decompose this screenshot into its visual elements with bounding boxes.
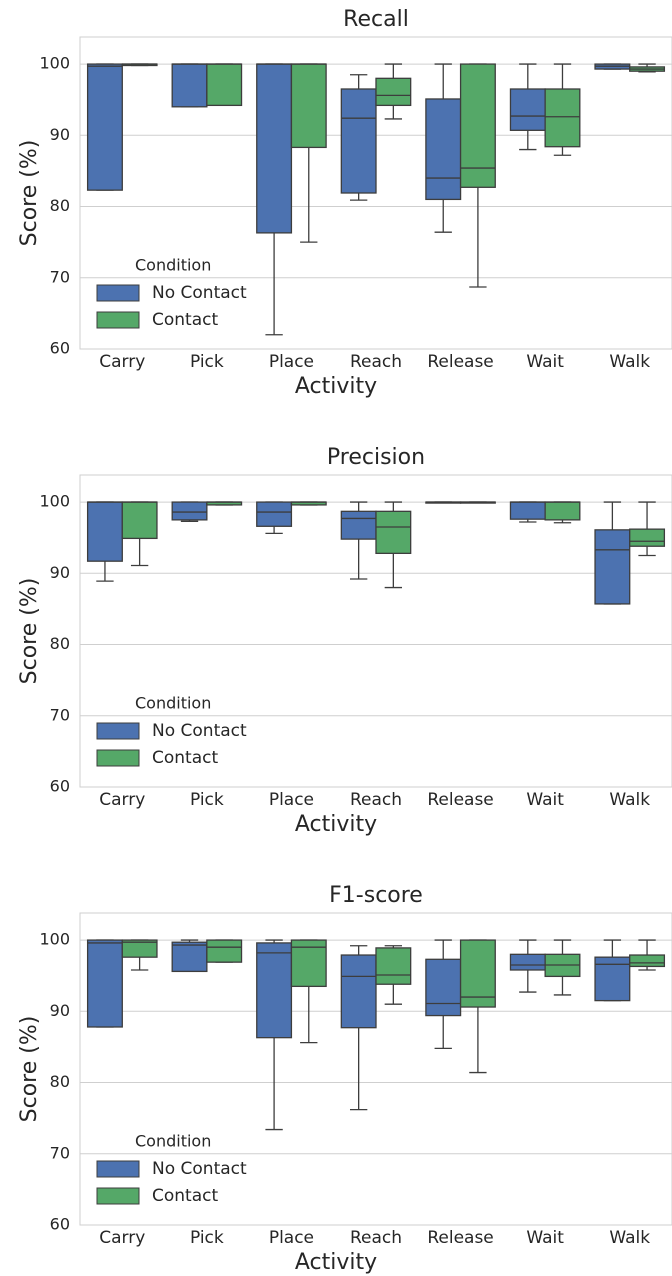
y-tick-label: 80 bbox=[50, 1072, 70, 1091]
y-tick-label: 60 bbox=[50, 1215, 70, 1234]
chart-title: F1-score bbox=[329, 883, 423, 908]
box bbox=[375, 510, 412, 555]
y-tick-label: 60 bbox=[50, 777, 70, 796]
x-tick-label: Pick bbox=[190, 352, 224, 372]
box bbox=[121, 939, 158, 958]
legend-label: Contact bbox=[152, 1186, 218, 1206]
legend-label: No Contact bbox=[152, 721, 247, 741]
box bbox=[425, 958, 462, 1017]
box bbox=[544, 88, 581, 148]
box bbox=[290, 63, 327, 149]
x-tick-label: Reach bbox=[350, 352, 402, 372]
axes-frame bbox=[79, 36, 672, 350]
legend-title: Condition bbox=[135, 256, 211, 275]
x-tick-label: Release bbox=[427, 1228, 493, 1248]
x-tick-label: Place bbox=[269, 352, 314, 372]
x-tick-label: Wait bbox=[526, 352, 564, 372]
box bbox=[256, 501, 293, 527]
axes-frame bbox=[79, 912, 672, 1226]
y-tick-label: 100 bbox=[39, 54, 70, 73]
box bbox=[544, 501, 581, 521]
box bbox=[375, 77, 412, 107]
axes-frame bbox=[79, 474, 672, 788]
legend-swatch bbox=[96, 311, 140, 329]
x-axis-label: Activity bbox=[295, 812, 377, 837]
box bbox=[171, 63, 208, 108]
box bbox=[629, 954, 666, 968]
box bbox=[509, 501, 546, 520]
box bbox=[459, 939, 496, 1008]
box bbox=[256, 63, 293, 234]
box bbox=[256, 942, 293, 1039]
y-tick-label: 100 bbox=[39, 492, 70, 511]
y-tick-label: 80 bbox=[50, 196, 70, 215]
x-tick-label: Walk bbox=[609, 1228, 650, 1248]
y-tick-label: 100 bbox=[39, 930, 70, 949]
legend-swatch bbox=[96, 1160, 140, 1178]
y-axis-label: Score (%) bbox=[17, 140, 42, 247]
box bbox=[340, 954, 377, 1029]
x-tick-label: Reach bbox=[350, 1228, 402, 1248]
legend-title: Condition bbox=[135, 694, 211, 713]
y-tick-label: 60 bbox=[50, 339, 70, 358]
legend-swatch bbox=[96, 284, 140, 302]
legend-swatch bbox=[96, 722, 140, 740]
y-tick-label: 80 bbox=[50, 634, 70, 653]
x-tick-label: Release bbox=[427, 790, 493, 810]
box bbox=[86, 939, 123, 1028]
box bbox=[375, 947, 412, 985]
y-tick-label: 70 bbox=[50, 267, 70, 286]
box bbox=[509, 88, 546, 131]
box bbox=[459, 63, 496, 188]
y-tick-label: 70 bbox=[50, 1143, 70, 1162]
box bbox=[206, 63, 243, 107]
legend-label: Contact bbox=[152, 748, 218, 768]
x-tick-label: Walk bbox=[609, 352, 650, 372]
box bbox=[86, 501, 123, 562]
box bbox=[629, 528, 666, 547]
box bbox=[171, 501, 208, 521]
x-tick-label: Pick bbox=[190, 790, 224, 810]
x-tick-label: Place bbox=[269, 790, 314, 810]
box bbox=[340, 88, 377, 194]
box bbox=[171, 941, 208, 973]
y-tick-label: 90 bbox=[50, 563, 70, 582]
box bbox=[121, 501, 158, 540]
x-axis-label: Activity bbox=[295, 1250, 377, 1275]
x-tick-label: Wait bbox=[526, 790, 564, 810]
box bbox=[340, 510, 377, 540]
legend-swatch bbox=[96, 749, 140, 767]
x-tick-label: Reach bbox=[350, 790, 402, 810]
legend-label: No Contact bbox=[152, 1159, 247, 1179]
x-tick-label: Release bbox=[427, 352, 493, 372]
x-tick-label: Walk bbox=[609, 790, 650, 810]
x-tick-label: Place bbox=[269, 1228, 314, 1248]
box bbox=[594, 529, 631, 605]
x-tick-label: Carry bbox=[99, 1228, 145, 1248]
legend-title: Condition bbox=[135, 1132, 211, 1151]
y-tick-label: 70 bbox=[50, 705, 70, 724]
y-tick-label: 90 bbox=[50, 1001, 70, 1020]
legend-label: No Contact bbox=[152, 283, 247, 303]
y-tick-label: 90 bbox=[50, 125, 70, 144]
box bbox=[509, 953, 546, 971]
legend-swatch bbox=[96, 1187, 140, 1205]
legend-label: Contact bbox=[152, 310, 218, 330]
box bbox=[86, 63, 123, 191]
box bbox=[425, 98, 462, 201]
x-tick-label: Carry bbox=[99, 790, 145, 810]
x-axis-label: Activity bbox=[295, 374, 377, 399]
y-axis-label: Score (%) bbox=[17, 578, 42, 685]
box bbox=[206, 939, 243, 963]
x-tick-label: Carry bbox=[99, 352, 145, 372]
chart-title: Precision bbox=[327, 445, 425, 470]
x-tick-label: Wait bbox=[526, 1228, 564, 1248]
y-axis-label: Score (%) bbox=[17, 1016, 42, 1123]
chart-title: Recall bbox=[343, 7, 409, 32]
x-tick-label: Pick bbox=[190, 1228, 224, 1248]
